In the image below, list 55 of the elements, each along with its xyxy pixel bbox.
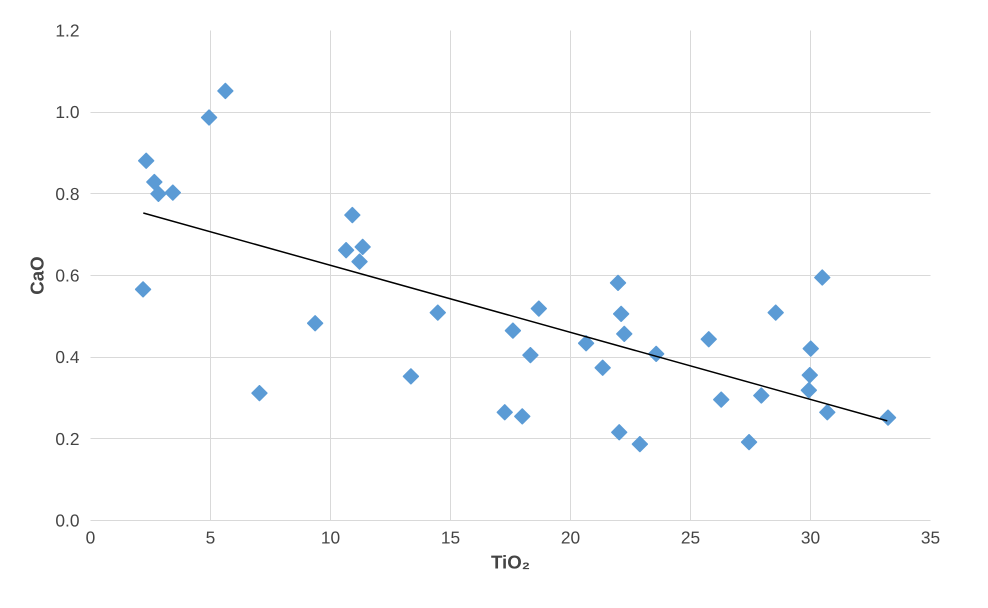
point (767, 304, 784, 321)
point (338, 242, 354, 258)
point (632, 436, 648, 452)
point (700, 330, 718, 348)
x-tick-label: 35 (920, 528, 940, 548)
point (354, 238, 371, 256)
point (610, 424, 628, 441)
x-tick-label: 30 (800, 528, 820, 548)
point (610, 274, 626, 292)
point (800, 382, 818, 399)
x-tick-label: 25 (680, 528, 700, 548)
x-tick-label: 20 (560, 528, 580, 548)
point (753, 387, 770, 404)
point (306, 314, 324, 332)
y-tick-label: 0.6 (55, 266, 80, 286)
point (802, 366, 818, 384)
y-tick-label: 1.2 (55, 20, 80, 40)
point (134, 281, 152, 298)
point (880, 409, 896, 426)
y-tick-label: 0.2 (55, 428, 80, 449)
point (712, 391, 730, 408)
point (150, 186, 167, 202)
point (594, 360, 611, 376)
x-tick-label: 10 (320, 528, 340, 548)
point (578, 335, 594, 352)
point (496, 404, 514, 421)
point (504, 322, 522, 339)
x-tick-label: 5 (206, 528, 216, 548)
point (138, 152, 154, 170)
point (164, 184, 182, 201)
x-tick-label: 15 (440, 528, 460, 548)
point (514, 408, 531, 425)
point (522, 346, 539, 364)
y-axis-title: CaO (26, 256, 48, 295)
point (740, 434, 758, 450)
point (802, 340, 820, 357)
point (430, 304, 446, 321)
y-tick-label: 0.8 (55, 184, 80, 204)
point (344, 206, 361, 224)
point (217, 82, 234, 100)
x-axis-title: TiO₂ (490, 552, 530, 572)
point (251, 384, 268, 402)
point (612, 306, 630, 322)
y-tick-label: 1.0 (55, 102, 80, 122)
y-tick-label: 0.4 (55, 347, 80, 368)
point (146, 174, 163, 190)
point (200, 109, 218, 126)
point (814, 269, 831, 286)
point (616, 326, 633, 342)
point (530, 300, 548, 317)
point (819, 404, 836, 421)
x-tick-label: 0 (86, 528, 96, 548)
point (402, 368, 420, 385)
point (351, 253, 368, 270)
y-tick-label: 0.0 (55, 510, 80, 530)
